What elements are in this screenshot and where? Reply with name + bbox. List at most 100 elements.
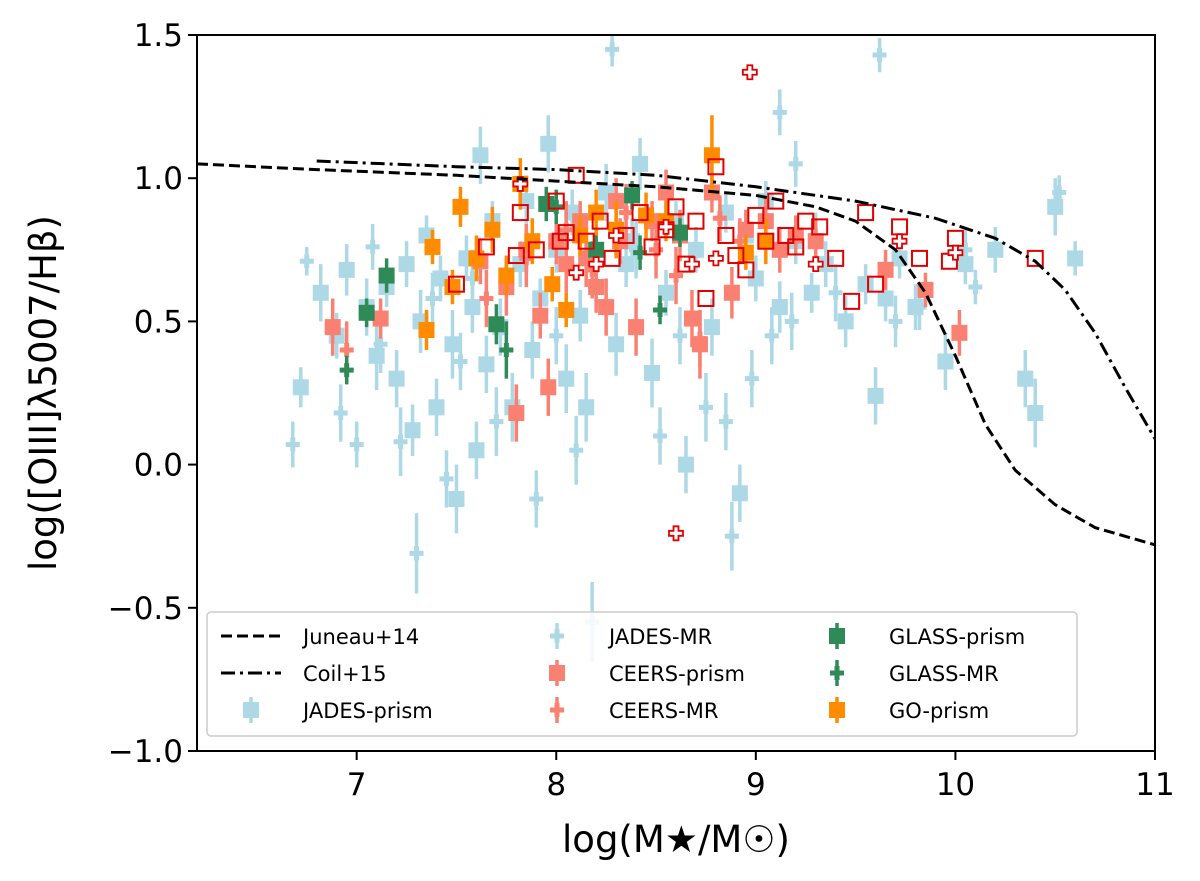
legend-label: CEERS-MR bbox=[609, 699, 718, 723]
legend-entry: CEERS-prism bbox=[549, 660, 745, 686]
data-point bbox=[741, 64, 758, 81]
series-highlight-squares bbox=[447, 158, 1044, 310]
data-point bbox=[629, 242, 644, 257]
data-point bbox=[378, 267, 395, 284]
y-tick-label: 0.5 bbox=[134, 304, 183, 340]
data-point bbox=[527, 241, 545, 259]
data-point bbox=[867, 275, 885, 293]
data-point bbox=[468, 442, 485, 459]
data-point bbox=[708, 250, 724, 267]
x-tick-label: 11 bbox=[1135, 767, 1174, 803]
data-point bbox=[747, 206, 765, 224]
data-point bbox=[947, 244, 964, 261]
data-point bbox=[649, 242, 664, 257]
data-point bbox=[1027, 405, 1044, 422]
data-point bbox=[365, 239, 380, 254]
x-tick-label: 9 bbox=[746, 767, 766, 803]
data-point bbox=[891, 233, 908, 250]
data-point bbox=[572, 227, 589, 244]
data-point bbox=[358, 304, 375, 321]
legend-label: Juneau+14 bbox=[301, 625, 419, 649]
data-point bbox=[489, 414, 504, 429]
legend-entry: CEERS-MR bbox=[550, 697, 718, 723]
data-point bbox=[807, 233, 824, 250]
data-point bbox=[418, 321, 435, 338]
data-point bbox=[633, 245, 648, 260]
legend-entry: GO-prism bbox=[829, 697, 989, 723]
data-point bbox=[605, 42, 620, 57]
data-point bbox=[653, 302, 668, 317]
data-point bbox=[668, 525, 684, 542]
data-point bbox=[811, 218, 829, 236]
data-point bbox=[478, 356, 495, 373]
data-point bbox=[558, 301, 575, 318]
data-point bbox=[732, 234, 747, 249]
data-point bbox=[424, 238, 441, 255]
data-point bbox=[312, 284, 329, 301]
data-point bbox=[333, 406, 348, 421]
data-point bbox=[891, 218, 909, 236]
data-point bbox=[549, 199, 564, 214]
data-point bbox=[910, 249, 928, 267]
x-tick-label: 7 bbox=[347, 767, 367, 803]
data-point bbox=[372, 310, 389, 327]
legend-swatch bbox=[550, 703, 564, 717]
data-point bbox=[588, 256, 605, 273]
data-point bbox=[488, 316, 505, 333]
data-point bbox=[511, 204, 529, 222]
legend-swatch bbox=[243, 702, 259, 718]
data-point bbox=[772, 105, 787, 120]
data-point bbox=[393, 434, 408, 449]
legend-label: CEERS-prism bbox=[609, 662, 745, 686]
curve-juneau-14 bbox=[197, 162, 1155, 547]
data-point bbox=[349, 437, 364, 452]
curve-coil-15 bbox=[316, 159, 1155, 440]
data-point bbox=[524, 342, 541, 359]
data-point bbox=[968, 280, 983, 295]
data-point bbox=[777, 226, 795, 244]
reference-curves bbox=[197, 159, 1155, 547]
data-point bbox=[428, 399, 445, 416]
data-point bbox=[479, 291, 494, 306]
data-point bbox=[398, 256, 415, 273]
data-point bbox=[797, 212, 815, 230]
legend-entry: GLASS-MR bbox=[830, 660, 999, 686]
data-point bbox=[507, 247, 525, 265]
data-point bbox=[551, 232, 569, 250]
data-point bbox=[338, 261, 355, 278]
data-point bbox=[453, 354, 468, 369]
legend-swatch bbox=[829, 702, 845, 718]
legend-swatch bbox=[549, 665, 565, 681]
data-point bbox=[912, 300, 927, 315]
data-point bbox=[603, 249, 621, 267]
data-point bbox=[591, 212, 609, 230]
data-point bbox=[292, 379, 309, 396]
data-point bbox=[951, 324, 968, 341]
data-point bbox=[439, 471, 454, 486]
data-point bbox=[727, 247, 745, 265]
data-point bbox=[817, 256, 834, 273]
x-axis-title: log(M★/M☉) bbox=[562, 818, 790, 861]
data-point bbox=[677, 456, 694, 473]
data-point bbox=[717, 226, 735, 244]
data-point bbox=[512, 176, 529, 192]
data-point bbox=[558, 370, 575, 387]
data-point bbox=[857, 204, 875, 222]
data-point bbox=[687, 241, 704, 258]
legend-label: JADES-prism bbox=[301, 699, 433, 723]
data-point bbox=[569, 443, 584, 458]
data-point bbox=[529, 491, 544, 506]
data-point bbox=[508, 405, 525, 422]
data-point bbox=[499, 343, 514, 358]
data-point bbox=[568, 264, 585, 281]
data-point bbox=[718, 414, 733, 429]
data-point bbox=[757, 232, 775, 250]
legend-entry: Juneau+14 bbox=[221, 625, 419, 649]
y-tick-label: 0.0 bbox=[134, 448, 183, 484]
data-point bbox=[598, 299, 615, 316]
data-point bbox=[404, 422, 421, 439]
legend-label: GLASS-MR bbox=[889, 662, 999, 686]
data-point bbox=[672, 328, 687, 343]
data-point bbox=[683, 310, 700, 327]
legend-box bbox=[206, 611, 1078, 737]
